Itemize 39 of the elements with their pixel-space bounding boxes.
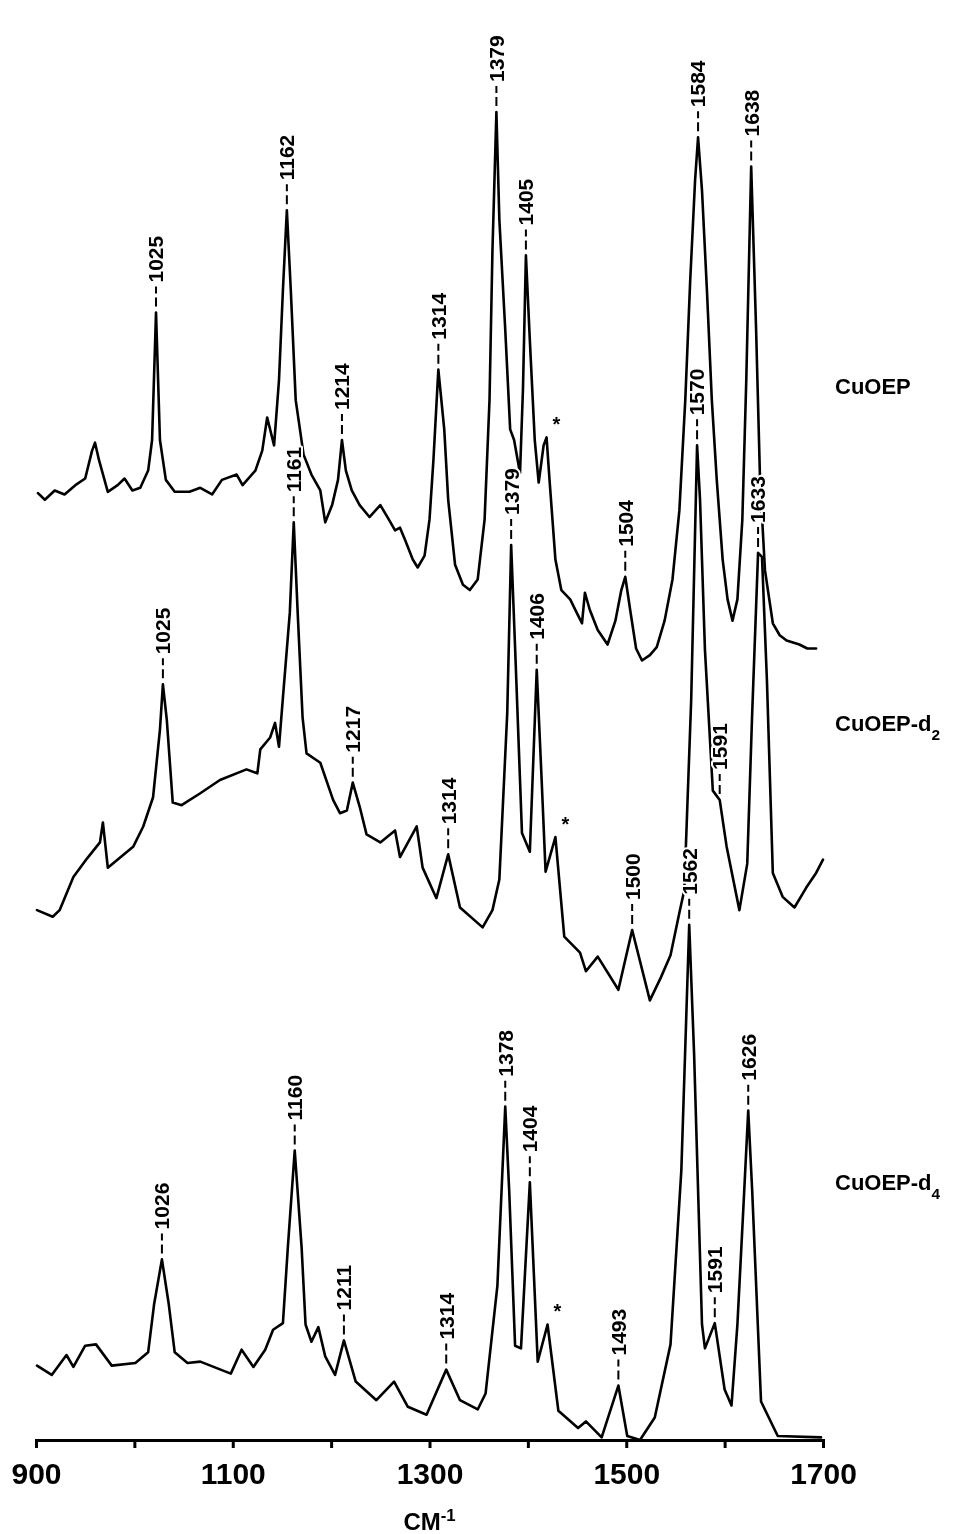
annotation: 1025 (151, 607, 175, 655)
annotation: 1406 (525, 593, 549, 640)
x-tick-label: 1300 (396, 1457, 464, 1490)
annotation: 1500 (620, 853, 644, 901)
text: CuOEP-d$_{4}$ (835, 1170, 941, 1202)
annotation: * (552, 413, 561, 436)
annotation: 1493 (606, 1308, 630, 1356)
annotation: * (561, 813, 570, 836)
x-tick-label: 1500 (593, 1457, 661, 1490)
text: CuOEP (835, 373, 911, 399)
annotation: 1160 (283, 1074, 307, 1121)
annotation: 1314 (434, 1292, 458, 1340)
annotation: 1162 (275, 134, 299, 181)
annotation: 1214 (330, 362, 354, 411)
annotation: 1591 (703, 1246, 727, 1294)
annotation: 1161 (282, 446, 306, 493)
annotation: 1379 (484, 35, 508, 82)
annotation: 1314 (436, 777, 460, 825)
annotation: 1584 (686, 60, 710, 108)
x-tick-label: 900 (11, 1457, 62, 1490)
x-axis-title: CM$^{-1}$ (403, 1505, 456, 1534)
annotation: 1570 (685, 368, 709, 416)
x-tick-label: 1100 (200, 1457, 266, 1490)
annotation: 1314 (426, 292, 450, 340)
annotation: * (553, 1300, 562, 1323)
annotation: 1504 (613, 499, 637, 547)
annotation: 1638 (739, 89, 763, 137)
annotation: 1217 (341, 705, 365, 753)
annotation: 1626 (736, 1033, 760, 1081)
annotation: 1378 (493, 1029, 517, 1077)
x-tick-label: 1700 (790, 1457, 857, 1490)
annotation: 1211 (332, 1264, 356, 1311)
annotation: 1025 (144, 235, 168, 283)
annotation: 1404 (518, 1105, 542, 1153)
text: CuOEP-d$_{2}$ (835, 710, 941, 743)
annotation: 1591 (708, 722, 732, 770)
annotation: 1026 (150, 1182, 174, 1230)
annotation: 1405 (514, 178, 538, 226)
annotation: 1379 (499, 468, 523, 515)
